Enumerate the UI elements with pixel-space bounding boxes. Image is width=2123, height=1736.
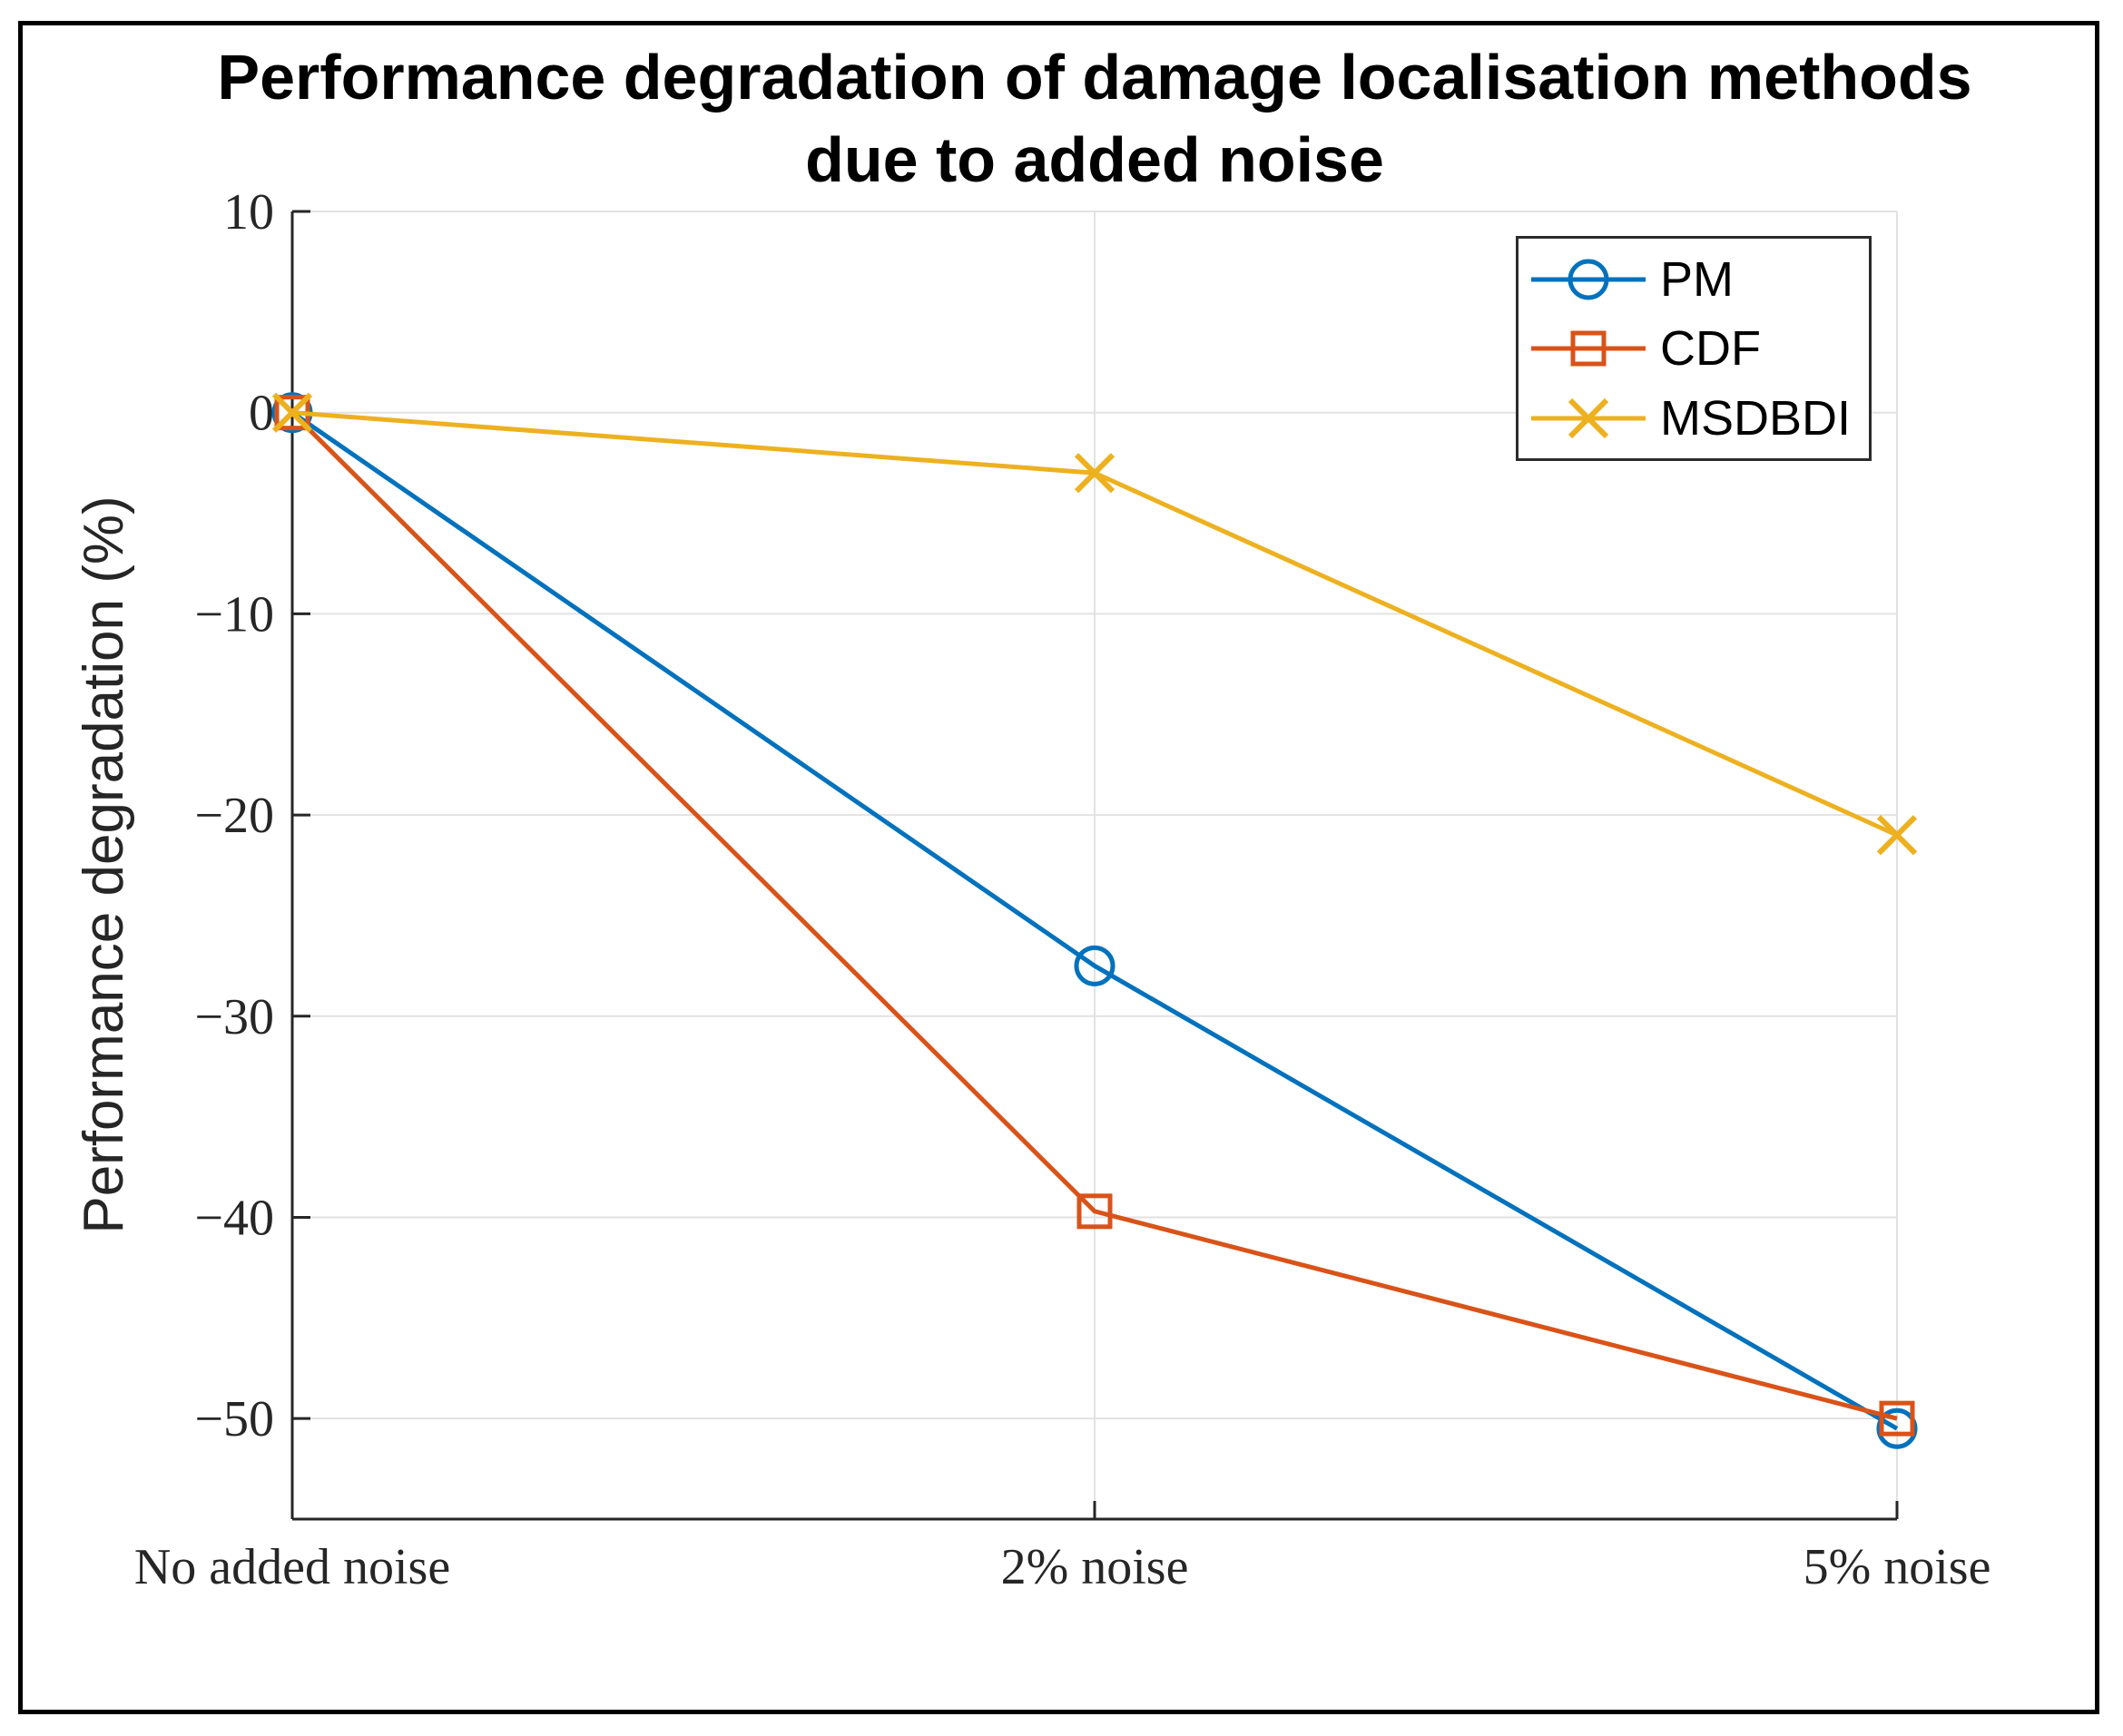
legend-item: PM <box>1529 250 1869 309</box>
figure-border <box>18 21 2099 1714</box>
y-tick-label: −40 <box>194 1190 274 1246</box>
legend-label: PM <box>1660 251 1734 307</box>
marker-square <box>1879 1400 1915 1437</box>
series-line-pm <box>290 410 1899 1431</box>
y-tick-label: −50 <box>194 1391 274 1447</box>
marker-square <box>1076 1193 1113 1230</box>
marker-x <box>1568 397 1609 438</box>
series-cdf <box>274 395 1915 1437</box>
chart-title-line-2: due to added noise <box>805 124 1384 195</box>
legend: PM CDF MSDBDI <box>1516 236 1872 461</box>
marker-circle <box>1074 945 1116 986</box>
series-line-cdf <box>290 410 1898 1421</box>
series-msdbdi <box>271 392 1918 856</box>
y-tick-label: −30 <box>194 989 274 1045</box>
y-tick-label: 10 <box>223 184 274 240</box>
y-tick-label: −10 <box>194 586 274 642</box>
marker-circle <box>1568 259 1609 299</box>
cdf-legend-swatch <box>1531 330 1646 367</box>
legend-label: MSDBDI <box>1660 390 1852 446</box>
y-tick-label: 0 <box>249 386 274 442</box>
chart-title: Performance degradation of damage locali… <box>187 36 2002 201</box>
y-tick-label: −20 <box>194 788 274 844</box>
legend-label: CDF <box>1660 321 1761 376</box>
x-tick-label: 5% noise <box>1804 1539 1991 1595</box>
pm-legend-swatch <box>1531 259 1646 299</box>
marker-x <box>1074 453 1116 494</box>
series-pm <box>271 392 1918 1449</box>
marker-square <box>1570 330 1607 367</box>
x-tick-label: 2% noise <box>1001 1539 1189 1595</box>
legend-item: CDF <box>1529 319 1869 378</box>
legend-item: MSDBDI <box>1529 389 1869 447</box>
marker-x <box>271 392 313 433</box>
chart-title-line-1: Performance degradation of damage locali… <box>217 42 1972 113</box>
msdbdi-legend-swatch <box>1531 397 1646 438</box>
marker-circle <box>1876 1407 1918 1449</box>
marker-x <box>1876 815 1918 856</box>
x-tick-label: No added noise <box>134 1539 450 1595</box>
